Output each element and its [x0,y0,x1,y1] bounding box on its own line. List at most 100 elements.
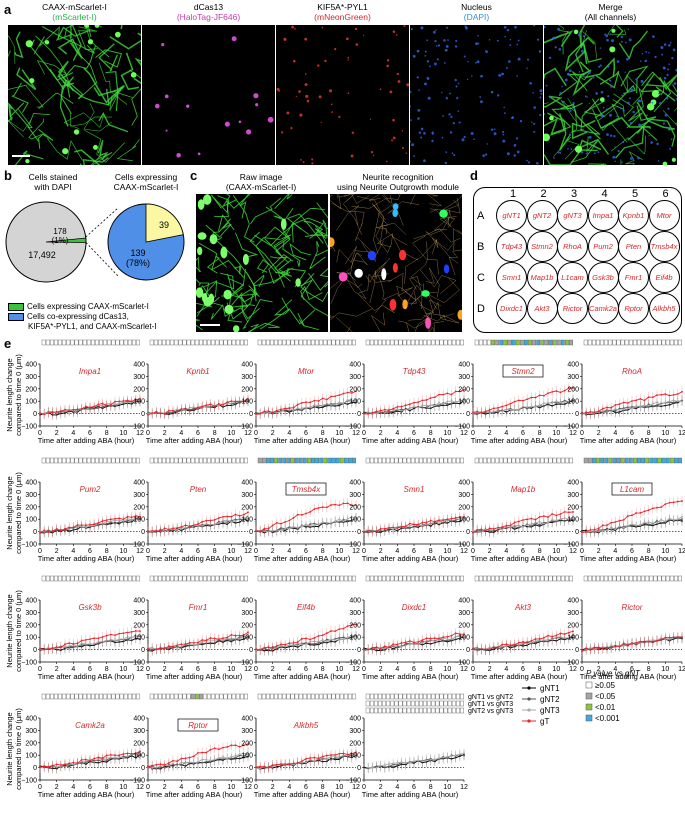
x-tick-label: 0 [38,666,42,673]
point [209,637,212,639]
neongreen-signal [292,59,296,63]
p-value-cell [86,575,91,582]
p-value-cell [194,339,199,346]
nucleus [599,64,602,67]
point [89,523,91,526]
y-tick-label: 200 [458,386,470,393]
p-value-cell [628,457,633,464]
point [305,523,307,526]
p-value-cell [423,575,427,582]
legend-swatch [8,312,24,321]
x-tick-label: 10 [443,548,451,555]
nucleus [612,155,616,159]
point [267,646,270,648]
neurite [60,78,84,114]
p-value-cell [331,339,336,346]
chart-title: Kpnb1 [186,367,209,376]
p-value-cell [483,339,487,346]
p-value-cell [456,339,460,346]
nucleus [455,39,458,43]
nucleus [616,115,618,117]
point [155,530,158,533]
p-value-cell [111,457,116,464]
p-value-cell [319,339,324,346]
channel-image-drawing [544,25,677,165]
p-value-cell [528,575,532,582]
p-value-cell [41,575,46,582]
neurite [388,322,410,332]
y-tick-label: 200 [133,622,145,629]
point [47,531,50,534]
p-value-cell [170,575,175,582]
nucleus [431,131,435,135]
grid-col-label: 6 [662,188,669,200]
p-value-cell [499,457,504,464]
point [542,522,545,525]
p-value-cell [503,575,508,582]
nucleus [629,97,631,100]
p-value-cell [398,575,403,582]
neurite [275,268,307,288]
point [371,531,374,533]
neurite [447,209,456,228]
p-value-cell [174,457,179,464]
point [626,402,629,404]
p-value-cell [487,339,491,346]
point [505,524,508,527]
point [643,510,646,513]
p-value-cell [207,457,211,464]
point [55,528,58,530]
point [526,518,529,521]
point [454,632,457,635]
y-tick-label: 100 [25,517,37,524]
nucleus [620,35,624,39]
p-value-cell [348,575,352,582]
x-tick-label: 12 [460,666,468,673]
point [555,514,558,517]
p-value-cell [536,339,541,346]
p-value-cell [661,457,666,464]
p-value-cell [82,575,87,582]
point [180,643,183,646]
x-tick-label: 6 [521,430,525,437]
point [255,648,257,650]
neongreen-signal [321,26,324,29]
point [563,401,566,403]
x-tick-label: 8 [538,430,542,437]
point [593,528,596,531]
point [234,400,237,403]
nucleus [477,42,480,45]
nucleus [526,58,530,61]
nucleus [435,29,437,31]
point [476,410,479,413]
x-tick-label: 8 [213,548,217,555]
point [563,389,566,392]
p-value-cell [203,339,207,346]
nucleus [663,43,667,46]
point [80,407,83,410]
point [355,504,357,506]
p-value-cell [127,339,132,346]
p-value-cell [45,339,50,346]
nucleus [463,55,466,58]
p-value-cell [231,339,236,346]
p-value-cell [186,339,191,346]
nucleus [660,45,664,49]
y-tick-label: −100 [563,424,579,431]
channel-title-4: Merge (All channels) [544,2,677,22]
neurite [361,240,384,262]
x-tick-label: 4 [395,430,399,437]
point [334,520,337,523]
neurite [430,194,462,211]
point [472,411,474,414]
p-value-cell [335,457,340,464]
neongreen-signal [331,111,334,113]
chart-title: Tdp43 [403,367,426,376]
y-tick-label: 100 [567,399,579,406]
point [664,503,667,505]
point [205,519,208,522]
p-value-cell [503,457,508,464]
point [551,402,554,404]
